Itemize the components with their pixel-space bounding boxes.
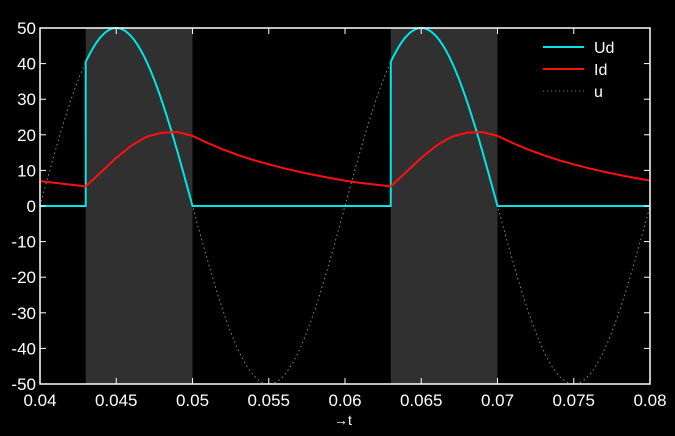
y-tick-label: -50 xyxy=(11,375,36,394)
y-tick-label: -30 xyxy=(11,304,36,323)
y-tick-label: 40 xyxy=(17,55,36,74)
x-axis-label: →t xyxy=(334,412,352,428)
series-id-line xyxy=(39,131,651,188)
x-tick-label: 0.08 xyxy=(633,391,666,410)
y-tick-label: 30 xyxy=(17,90,36,109)
legend-label-u: u xyxy=(594,84,603,101)
legend: Ud Id u xyxy=(543,40,614,101)
x-tick-label: 0.055 xyxy=(247,391,290,410)
x-tick-label: 0.065 xyxy=(400,391,443,410)
legend-label-id: Id xyxy=(594,62,607,79)
x-tick-label: 0.075 xyxy=(552,391,595,410)
conduction-shade xyxy=(390,28,498,384)
y-tick-label: -40 xyxy=(11,339,36,358)
y-tick-label: 0 xyxy=(27,197,36,216)
x-tick-label: 0.045 xyxy=(95,391,138,410)
x-tick-label: 0.04 xyxy=(23,391,56,410)
conduction-shade xyxy=(85,28,193,384)
x-tick-label: 0.06 xyxy=(328,391,361,410)
legend-label-ud: Ud xyxy=(594,40,614,57)
y-tick-label: -20 xyxy=(11,268,36,287)
y-tick-label: 20 xyxy=(17,126,36,145)
x-tick-label: 0.05 xyxy=(176,391,209,410)
y-tick-label: -10 xyxy=(11,233,36,252)
x-tick-label: 0.07 xyxy=(481,391,514,410)
y-tick-label: 50 xyxy=(17,19,36,38)
y-tick-label: 10 xyxy=(17,161,36,180)
